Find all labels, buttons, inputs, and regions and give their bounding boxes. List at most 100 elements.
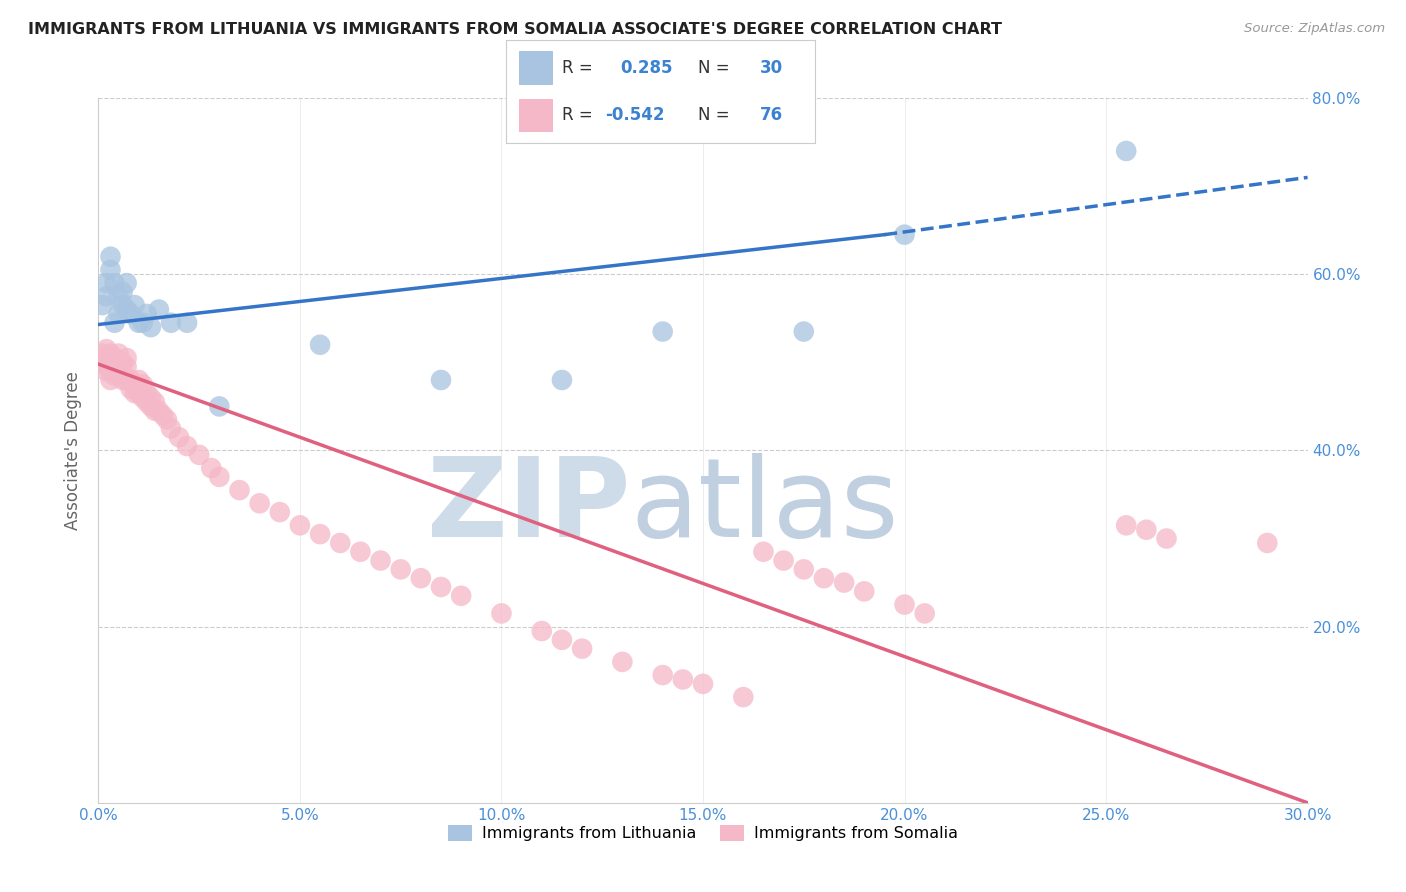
FancyBboxPatch shape bbox=[519, 52, 553, 86]
Point bbox=[91, 355, 114, 369]
Point bbox=[160, 421, 183, 435]
Point bbox=[107, 289, 129, 303]
Point bbox=[124, 377, 146, 392]
Legend: Immigrants from Lithuania, Immigrants from Somalia: Immigrants from Lithuania, Immigrants fr… bbox=[441, 818, 965, 847]
Text: atlas: atlas bbox=[630, 453, 898, 560]
Point bbox=[107, 307, 129, 321]
Point bbox=[128, 373, 150, 387]
Point bbox=[188, 448, 211, 462]
Point bbox=[111, 373, 134, 387]
Text: N =: N = bbox=[697, 105, 730, 123]
Y-axis label: Associate's Degree: Associate's Degree bbox=[65, 371, 83, 530]
Point bbox=[148, 302, 170, 317]
Text: 0.285: 0.285 bbox=[620, 60, 673, 78]
Point bbox=[692, 677, 714, 691]
Point bbox=[96, 276, 118, 290]
Point bbox=[100, 263, 122, 277]
Point bbox=[96, 364, 118, 378]
Point bbox=[96, 289, 118, 303]
Point bbox=[96, 342, 118, 356]
Point bbox=[269, 505, 291, 519]
Point bbox=[772, 553, 794, 567]
Point bbox=[120, 307, 142, 321]
Point bbox=[111, 355, 134, 369]
Point bbox=[107, 355, 129, 369]
Point bbox=[135, 395, 157, 409]
Point bbox=[120, 373, 142, 387]
Point bbox=[249, 496, 271, 510]
Point bbox=[100, 250, 122, 264]
Point bbox=[139, 320, 162, 334]
Point bbox=[124, 386, 146, 401]
Point bbox=[491, 607, 513, 621]
Point bbox=[551, 373, 574, 387]
Point bbox=[651, 668, 673, 682]
Point bbox=[1156, 532, 1178, 546]
Text: R =: R = bbox=[562, 60, 592, 78]
Point bbox=[651, 325, 673, 339]
Point bbox=[349, 545, 371, 559]
Point bbox=[160, 316, 183, 330]
Point bbox=[813, 571, 835, 585]
Point bbox=[389, 562, 412, 576]
Point bbox=[208, 470, 231, 484]
Point bbox=[132, 316, 155, 330]
Point bbox=[132, 391, 155, 405]
Point bbox=[107, 346, 129, 360]
Point bbox=[430, 373, 453, 387]
Point bbox=[1115, 518, 1137, 533]
Point bbox=[914, 607, 936, 621]
Point bbox=[111, 364, 134, 378]
Point bbox=[176, 316, 198, 330]
Point bbox=[115, 302, 138, 317]
Point bbox=[832, 575, 855, 590]
Point bbox=[733, 690, 755, 705]
Point bbox=[103, 355, 125, 369]
Point bbox=[208, 400, 231, 414]
Point bbox=[228, 483, 250, 497]
Point bbox=[793, 562, 815, 576]
Point bbox=[103, 368, 125, 383]
Point bbox=[103, 276, 125, 290]
Text: Source: ZipAtlas.com: Source: ZipAtlas.com bbox=[1244, 22, 1385, 36]
Point bbox=[571, 641, 593, 656]
Point bbox=[551, 632, 574, 647]
Point bbox=[200, 461, 222, 475]
Point bbox=[100, 346, 122, 360]
Point bbox=[103, 351, 125, 365]
Point bbox=[115, 351, 138, 365]
Point bbox=[793, 325, 815, 339]
Point bbox=[139, 400, 162, 414]
Point bbox=[128, 386, 150, 401]
Point bbox=[115, 359, 138, 374]
Point bbox=[893, 227, 915, 242]
Point bbox=[96, 359, 118, 374]
Point bbox=[120, 382, 142, 396]
Point bbox=[329, 536, 352, 550]
Point bbox=[530, 624, 553, 638]
Point bbox=[100, 359, 122, 374]
FancyBboxPatch shape bbox=[519, 99, 553, 132]
Point bbox=[1256, 536, 1278, 550]
Point bbox=[893, 598, 915, 612]
Point bbox=[156, 412, 179, 426]
Point bbox=[309, 527, 332, 541]
Point bbox=[288, 518, 311, 533]
Point bbox=[167, 430, 190, 444]
Point bbox=[143, 404, 166, 418]
Text: 76: 76 bbox=[759, 105, 783, 123]
Point bbox=[111, 298, 134, 312]
Point bbox=[107, 364, 129, 378]
Text: 30: 30 bbox=[759, 60, 783, 78]
Point bbox=[111, 285, 134, 299]
Point bbox=[100, 373, 122, 387]
Point bbox=[309, 337, 332, 351]
Point bbox=[148, 404, 170, 418]
Point bbox=[370, 553, 392, 567]
Point bbox=[132, 377, 155, 392]
Point bbox=[409, 571, 432, 585]
Point bbox=[124, 298, 146, 312]
Point bbox=[853, 584, 876, 599]
Point bbox=[176, 439, 198, 453]
Point bbox=[143, 395, 166, 409]
